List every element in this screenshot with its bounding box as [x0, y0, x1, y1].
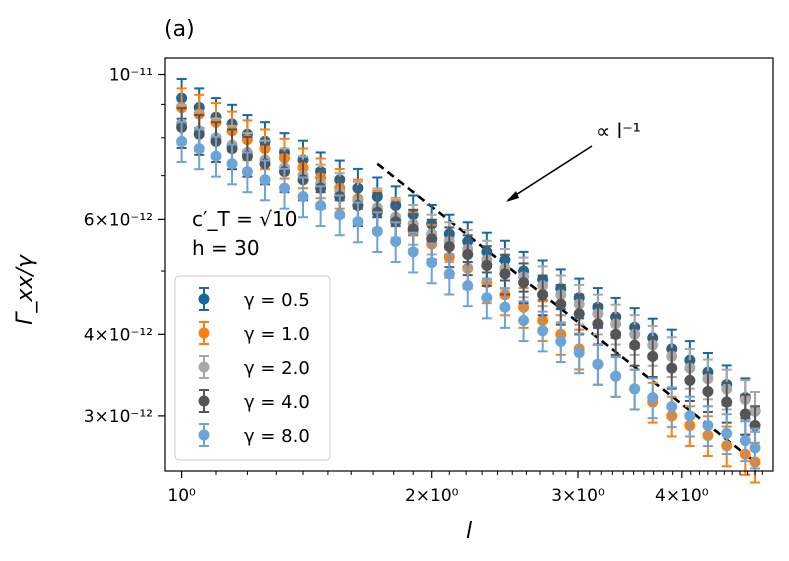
data-point: [259, 174, 271, 186]
legend: γ = 0.5 γ = 1.0 γ = 2.0 γ = 4.0 γ = 8.0: [174, 275, 331, 461]
data-point: [518, 277, 530, 289]
data-point: [426, 233, 438, 245]
data-point: [592, 358, 604, 370]
data-point: [647, 392, 659, 404]
data-point: [481, 292, 493, 304]
data-point: [573, 308, 585, 320]
legend-marker: [198, 293, 210, 305]
data-point: [702, 419, 714, 431]
data-point: [443, 268, 455, 280]
data-point: [241, 166, 253, 178]
data-point: [371, 225, 383, 237]
slope-label: ∝ l⁻¹: [596, 119, 641, 143]
y-tick-label: 3×10⁻¹²: [84, 407, 153, 427]
data-point: [499, 268, 511, 280]
series-4: [176, 121, 761, 470]
data-point: [702, 385, 714, 397]
data-point: [629, 383, 641, 395]
data-point: [193, 143, 205, 155]
legend-entry-0: γ = 0.5: [198, 287, 310, 311]
y-tick-label: 10⁻¹¹: [109, 66, 153, 86]
data-point: [647, 350, 659, 362]
data-point: [537, 325, 549, 337]
plot-area: [176, 77, 761, 484]
x-tick-label: 3×10⁰: [551, 486, 605, 506]
data-point: [462, 280, 474, 292]
data-point: [462, 249, 474, 261]
x-tick-label: 10⁰: [167, 486, 196, 506]
data-point: [537, 289, 549, 301]
legend-marker: [198, 395, 210, 407]
data-point: [499, 301, 511, 313]
param-ct-label: c′_T = √10: [192, 207, 297, 231]
data-point: [443, 241, 455, 253]
data-point: [555, 298, 567, 310]
legend-label: γ = 2.0: [244, 358, 310, 379]
data-point: [592, 318, 604, 330]
data-point: [518, 314, 530, 326]
data-point: [279, 182, 291, 194]
legend-box: [174, 275, 331, 461]
legend-label: γ = 0.5: [244, 290, 310, 311]
param-h-label: h = 30: [192, 236, 260, 260]
axis-ticks: 10⁰ 2×10⁰ 3×10⁰ 4×10⁰ 10⁻¹¹ 6×10⁻¹² 4×10⁻¹² 3×1…: [84, 66, 763, 506]
data-point: [610, 370, 622, 382]
data-point: [226, 158, 238, 170]
data-point: [629, 339, 641, 351]
legend-entry-2: γ = 2.0: [198, 355, 310, 379]
legend-label: γ = 8.0: [244, 426, 310, 447]
legend-marker: [198, 327, 210, 339]
data-point: [407, 246, 419, 258]
data-point: [334, 209, 346, 221]
legend-entry-4: γ = 8.0: [198, 423, 310, 447]
legend-entry-1: γ = 1.0: [198, 321, 310, 345]
y-tick-label: 6×10⁻¹²: [84, 210, 153, 230]
reference-dashed-line: [376, 162, 756, 463]
data-point: [666, 362, 678, 374]
data-point: [297, 191, 309, 203]
legend-marker: [198, 361, 210, 373]
x-axis-label: l: [466, 519, 472, 544]
legend-label: γ = 4.0: [244, 392, 310, 413]
data-point: [481, 259, 493, 271]
data-point: [684, 410, 696, 422]
data-point: [555, 335, 567, 347]
legend-marker: [198, 429, 210, 441]
data-point: [749, 442, 761, 454]
data-point: [390, 235, 402, 247]
data-point: [210, 150, 222, 162]
y-tick-label: 4×10⁻¹²: [84, 325, 153, 345]
data-point: [315, 200, 327, 212]
legend-entry-3: γ = 4.0: [198, 389, 310, 413]
data-point: [426, 257, 438, 269]
data-point: [573, 347, 585, 359]
slope-arrow-head: [506, 191, 519, 202]
data-point: [721, 427, 733, 439]
data-point: [739, 408, 751, 420]
data-point: [739, 435, 751, 447]
plot-frame: [164, 57, 774, 472]
slope-arrow: [507, 145, 593, 201]
x-tick-label: 4×10⁰: [655, 486, 709, 506]
panel-label: (a): [164, 17, 195, 42]
data-point: [721, 396, 733, 408]
y-axis-label: Γ_xx/γ: [13, 254, 38, 325]
data-point: [666, 401, 678, 413]
data-point: [610, 328, 622, 340]
data-point: [352, 216, 364, 228]
data-point: [176, 135, 188, 147]
data-point: [684, 374, 696, 386]
x-tick-label: 2×10⁰: [405, 486, 459, 506]
legend-label: γ = 1.0: [244, 324, 310, 345]
